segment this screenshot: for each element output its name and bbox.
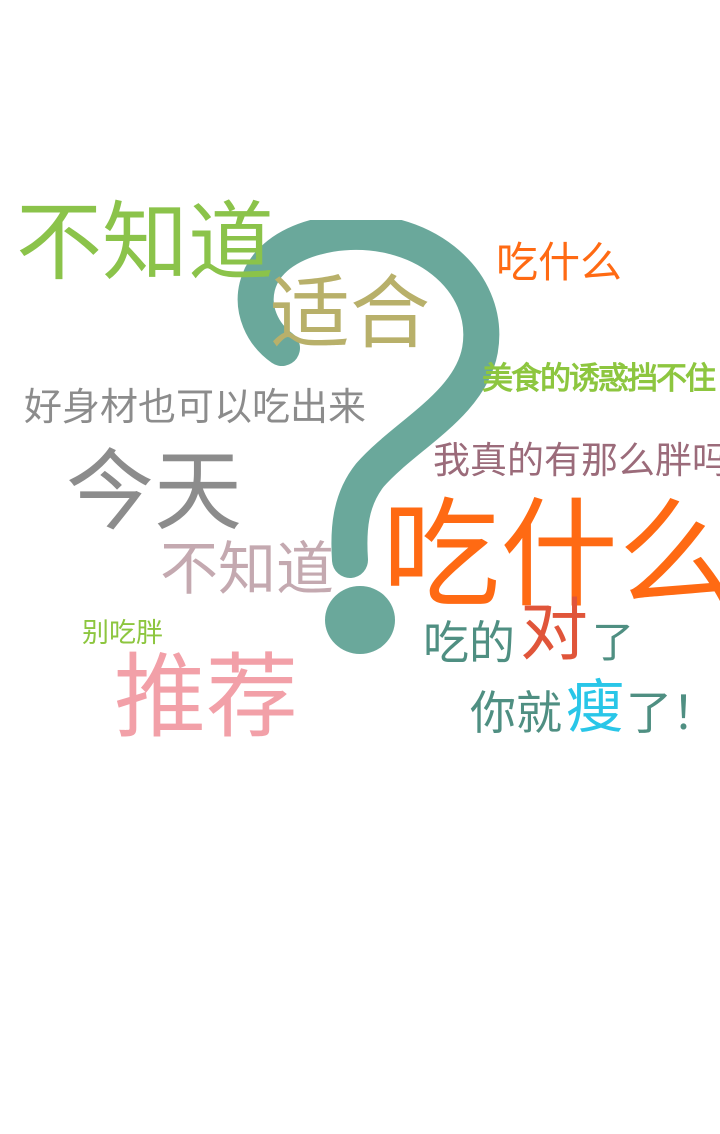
word-le-2: 了！	[626, 686, 718, 740]
word-bu-zhi-dao-small: 不知道	[160, 535, 335, 603]
question-mark-icon	[237, 220, 500, 654]
word-wo-zhen-de: 我真的有那么胖吗	[433, 439, 720, 482]
word-chi-de: 吃的	[423, 616, 515, 670]
word-chi-shen-me-big: 吃什么	[382, 486, 720, 624]
word-dui: 对	[520, 592, 589, 671]
word-shou: 瘦	[566, 673, 625, 741]
word-tui-jian: 推荐	[114, 644, 299, 751]
word-le-1: 了	[592, 618, 635, 667]
word-hao-shen-cai: 好身材也可以吃出来	[24, 385, 367, 429]
question-mark-dot	[325, 586, 395, 654]
word-chi-shen-me-small: 吃什么	[496, 238, 623, 287]
word-jin-tian: 今天	[66, 440, 243, 543]
word-shi-he: 适合	[270, 267, 430, 360]
question-mark-hook	[237, 220, 500, 578]
word-bu-zhi-dao-large: 不知道	[16, 193, 274, 293]
word-ni-jiu: 你就	[470, 686, 562, 740]
word-bie-chi-pang: 别吃胖	[82, 618, 163, 649]
word-mei-shi: 美食的诱惑挡不住	[482, 361, 716, 397]
